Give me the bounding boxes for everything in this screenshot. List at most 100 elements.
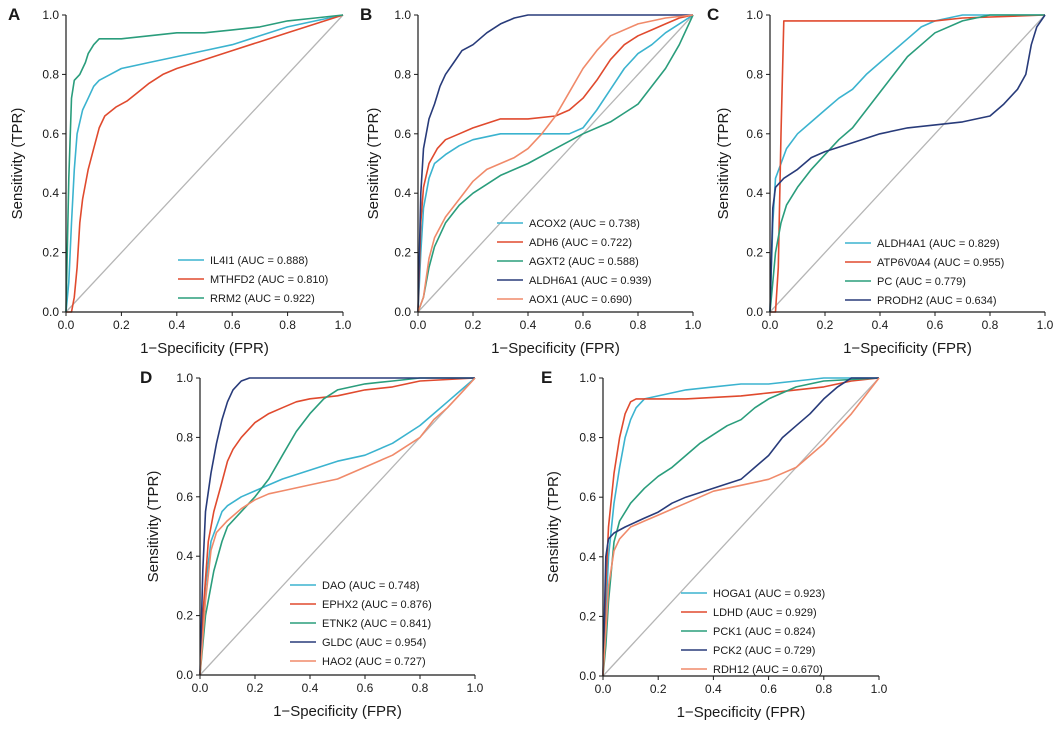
y-axis-title: Sensitivity (TPR) — [145, 471, 162, 583]
y-tick-label: 1.0 — [579, 371, 596, 385]
y-axis-title: Sensitivity (TPR) — [715, 108, 732, 220]
y-tick-label: 1.0 — [176, 371, 193, 385]
legend-label: GLDC (AUC = 0.954) — [322, 637, 426, 649]
x-tick-label: 0.6 — [224, 318, 241, 332]
legend-label: ALDH4A1 (AUC = 0.829) — [877, 238, 1000, 250]
y-tick-label: 0.8 — [42, 67, 59, 81]
y-tick-label: 0.6 — [42, 127, 59, 141]
roc-curve-rrm2 — [65, 14, 344, 313]
legend-label: ATP6V0A4 (AUC = 0.955) — [877, 257, 1004, 269]
y-tick-label: 0.2 — [42, 246, 59, 260]
x-tick-label: 0.2 — [247, 681, 264, 695]
y-tick-label: 0.8 — [394, 67, 411, 81]
y-tick-label: 0.0 — [42, 305, 59, 319]
y-tick-label: 0.6 — [176, 490, 193, 504]
legend-label: PRODH2 (AUC = 0.634) — [877, 295, 997, 307]
x-axis-title: 1−Specificity (FPR) — [140, 340, 269, 357]
panel-label: D — [140, 368, 152, 387]
x-tick-label: 1.0 — [871, 682, 888, 696]
legend-label: ADH6 (AUC = 0.722) — [529, 237, 632, 249]
y-tick-label: 0.6 — [579, 490, 596, 504]
reference-diagonal — [769, 14, 1046, 313]
x-tick-label: 1.0 — [1037, 318, 1054, 332]
x-tick-label: 0.8 — [412, 681, 429, 695]
panel-a: A 0.0 0.2 0.4 0.6 0.8 1.0 0.0 0.2 0.4 0.… — [8, 5, 352, 357]
panel-label: A — [8, 5, 20, 24]
x-tick-label: 0.2 — [465, 318, 482, 332]
x-tick-label: 0.0 — [58, 318, 75, 332]
y-tick-label: 0.0 — [579, 669, 596, 683]
panel-label: B — [360, 5, 372, 24]
y-tick-label: 0.8 — [176, 430, 193, 444]
y-tick-label: 0.0 — [746, 305, 763, 319]
legend-label: AOX1 (AUC = 0.690) — [529, 294, 632, 306]
x-axis-title: 1−Specificity (FPR) — [273, 703, 402, 720]
x-tick-label: 0.0 — [410, 318, 427, 332]
x-tick-label: 0.4 — [168, 318, 185, 332]
y-tick-label: 1.0 — [394, 8, 411, 22]
reference-diagonal — [199, 377, 476, 676]
x-tick-label: 0.4 — [705, 682, 722, 696]
roc-curve-atp6v0a4 — [770, 14, 1046, 313]
x-tick-label: 0.0 — [192, 681, 209, 695]
y-tick-label: 0.0 — [176, 668, 193, 682]
legend-label: IL4I1 (AUC = 0.888) — [210, 255, 308, 267]
x-tick-label: 0.8 — [982, 318, 999, 332]
x-tick-label: 0.4 — [302, 681, 319, 695]
roc-curve-pck2 — [602, 377, 879, 677]
x-tick-label: 0.6 — [760, 682, 777, 696]
legend-label: PCK2 (AUC = 0.729) — [713, 645, 815, 657]
x-tick-label: 1.0 — [335, 318, 352, 332]
legend-label: ETNK2 (AUC = 0.841) — [322, 618, 431, 630]
y-tick-label: 0.4 — [394, 186, 411, 200]
legend-label: PCK1 (AUC = 0.824) — [713, 626, 815, 638]
x-axis-title: 1−Specificity (FPR) — [677, 704, 806, 721]
panel-b: B 0.0 0.2 0.4 0.6 0.8 1.0 0.0 0.2 0.4 0.… — [360, 5, 702, 357]
x-tick-label: 0.8 — [815, 682, 832, 696]
y-tick-label: 0.4 — [176, 549, 193, 563]
x-tick-label: 0.4 — [872, 318, 889, 332]
legend-label: ACOX2 (AUC = 0.738) — [529, 218, 640, 230]
reference-diagonal — [417, 14, 694, 313]
roc-curve-mthfd2 — [66, 14, 344, 313]
x-tick-label: 0.2 — [817, 318, 834, 332]
y-tick-label: 0.8 — [746, 67, 763, 81]
roc-curve-ldhd — [602, 377, 880, 677]
legend-label: EPHX2 (AUC = 0.876) — [322, 599, 432, 611]
x-tick-label: 0.8 — [630, 318, 647, 332]
y-tick-label: 0.0 — [394, 305, 411, 319]
reference-diagonal — [602, 377, 880, 677]
roc-curve-ephx2 — [199, 377, 476, 676]
roc-curve-prodh2 — [769, 14, 1046, 313]
y-tick-label: 0.8 — [579, 431, 596, 445]
x-tick-label: 0.6 — [575, 318, 592, 332]
x-tick-label: 0.2 — [650, 682, 667, 696]
legend-label: MTHFD2 (AUC = 0.810) — [210, 274, 328, 286]
panel-c: C 0.0 0.2 0.4 0.6 0.8 1.0 0.0 0.2 0.4 0.… — [707, 5, 1054, 357]
y-axis-title: Sensitivity (TPR) — [9, 108, 26, 220]
x-axis-title: 1−Specificity (FPR) — [843, 340, 972, 357]
legend-label: HAO2 (AUC = 0.727) — [322, 656, 426, 668]
y-tick-label: 1.0 — [42, 8, 59, 22]
roc-curve-aldh6a1 — [417, 14, 693, 313]
x-tick-label: 1.0 — [685, 318, 702, 332]
y-axis-title: Sensitivity (TPR) — [545, 471, 562, 583]
y-tick-label: 0.6 — [746, 127, 763, 141]
x-tick-label: 1.0 — [467, 681, 484, 695]
x-tick-label: 0.2 — [113, 318, 130, 332]
x-tick-label: 0.0 — [762, 318, 779, 332]
x-tick-label: 0.0 — [595, 682, 612, 696]
roc-curve-rdh12 — [602, 377, 880, 677]
y-tick-label: 0.2 — [394, 246, 411, 260]
roc-curve-gldc — [199, 377, 475, 676]
roc-curve-hao2 — [199, 377, 476, 676]
legend-label: LDHD (AUC = 0.929) — [713, 607, 817, 619]
x-tick-label: 0.4 — [520, 318, 537, 332]
reference-diagonal — [65, 14, 344, 313]
roc-curve-acox2 — [417, 14, 694, 313]
panel-label: C — [707, 5, 719, 24]
panel-e: E 0.0 0.2 0.4 0.6 0.8 1.0 0.0 0.2 0.4 0.… — [541, 368, 888, 721]
x-tick-label: 0.6 — [357, 681, 374, 695]
y-tick-label: 1.0 — [746, 8, 763, 22]
